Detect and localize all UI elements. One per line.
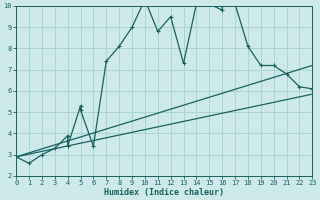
- X-axis label: Humidex (Indice chaleur): Humidex (Indice chaleur): [104, 188, 224, 197]
